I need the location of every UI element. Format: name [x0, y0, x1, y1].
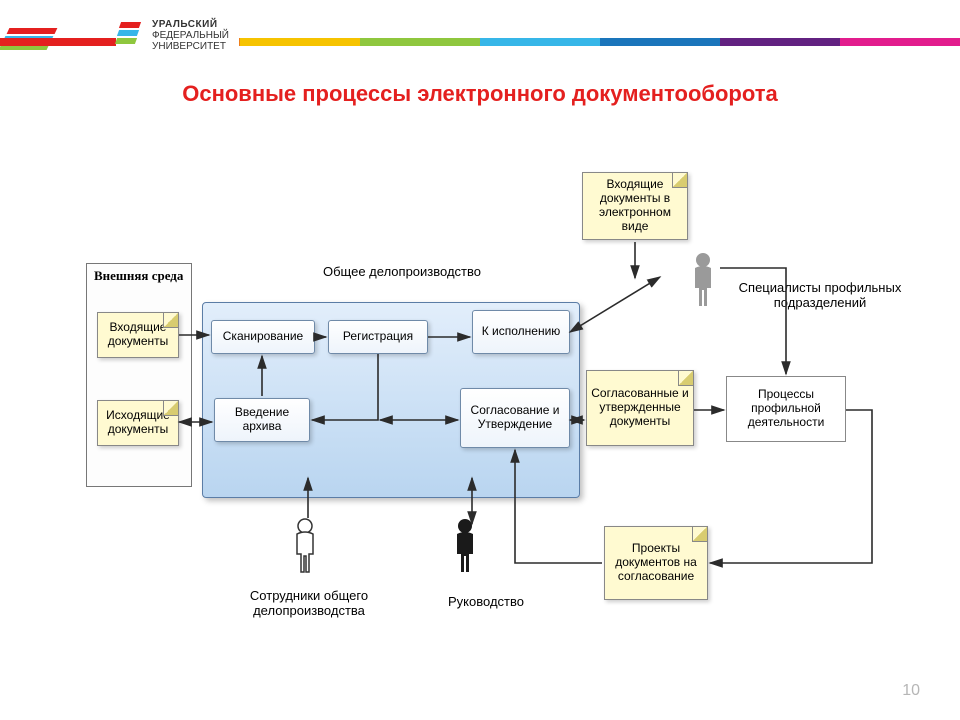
external-environment-label: Внешняя среда — [94, 268, 183, 284]
staff-label: Сотрудники общего делопроизводства — [224, 588, 394, 618]
node-outgoing: Исходящие документы — [97, 400, 179, 446]
general-office-label: Общее делопроизводство — [312, 264, 492, 279]
university-logo: УРАЛЬСКИЙ ФЕДЕРАЛЬНЫЙ УНИВЕРСИТЕТ — [116, 18, 239, 52]
node-archive: Введение архива — [214, 398, 310, 442]
node-scan: Сканирование — [211, 320, 315, 354]
node-register: Регистрация — [328, 320, 428, 354]
node-exec: К исполнению — [472, 310, 570, 354]
external-environment-frame — [86, 263, 192, 487]
logo-line3: УНИВЕРСИТЕТ — [152, 41, 229, 52]
page-number: 10 — [902, 682, 920, 700]
node-e_incoming: Входящие документы в электронном виде — [582, 172, 688, 240]
node-projects: Проекты документов на согласование — [604, 526, 708, 600]
logo-icon — [116, 18, 144, 52]
node-incoming: Входящие документы — [97, 312, 179, 358]
logo-line1: УРАЛЬСКИЙ — [152, 19, 229, 30]
diagram-canvas: Внешняя среда Общее делопроизводство Спе… — [0, 0, 960, 720]
node-approve: Согласование и Утверждение — [460, 388, 570, 448]
node-approved: Согласованные и утвержденные документы — [586, 370, 694, 446]
logo-line2: ФЕДЕРАЛЬНЫЙ — [152, 30, 229, 41]
specialists-label: Специалисты профильных подразделений — [720, 280, 920, 310]
management-label: Руководство — [426, 594, 546, 609]
logo-text: УРАЛЬСКИЙ ФЕДЕРАЛЬНЫЙ УНИВЕРСИТЕТ — [152, 19, 229, 52]
node-profile: Процессы профильной деятельности — [726, 376, 846, 442]
